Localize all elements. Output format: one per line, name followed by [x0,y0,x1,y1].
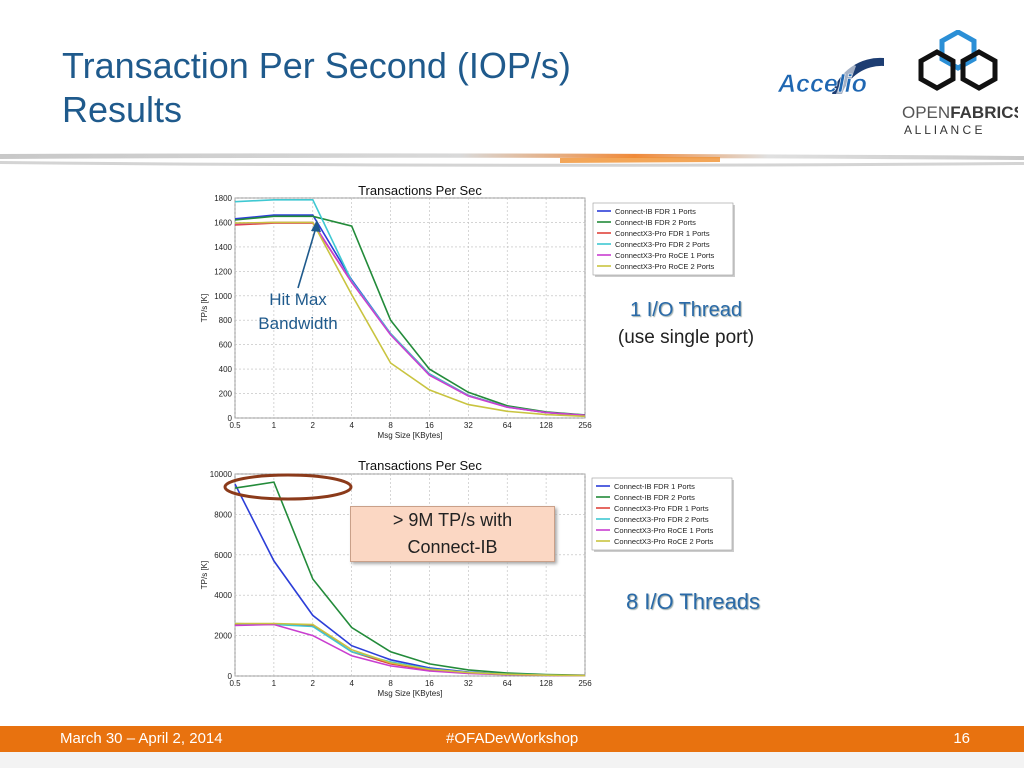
single-port-label: (use single port) [617,327,755,348]
chart-1-series-1-line [234,215,586,416]
chart-1-xtick-6: 32 [464,421,473,430]
callout-line-1: > 9M TP/s with [392,510,513,530]
chart-1-ytick-2: 400 [219,365,233,374]
chart-2-xlabel: Msg Size [KBytes] [378,689,443,698]
chart-1-xtick-5: 16 [425,421,434,430]
chart-1-xtick-7: 64 [503,421,512,430]
title-line-1: Transaction Per Second (IOP/s) [62,45,571,86]
footer-strip [0,752,1024,768]
connect-ib-callout: > 9M TP/s with Connect-IB [350,506,555,562]
chart-2-ytick-3: 6000 [214,551,232,560]
chart-2-xtick-8: 128 [539,679,553,688]
hit-max-bandwidth-note: Hit Max Bandwidth [240,288,356,336]
chart-2-ytick-2: 4000 [214,591,232,600]
accelio-logo-text: Accelio [777,70,867,98]
chart-2-legend-label-2: ConnectX3-Pro FDR 1 Ports [614,504,709,513]
chart-1-ytick-0: 0 [228,414,233,423]
chart-1-ytick-9: 1800 [214,194,232,203]
chart-2-legend-label-1: Connect-IB FDR 2 Ports [614,493,695,502]
chart-1-legend-label-5: ConnectX3-Pro RoCE 2 Ports [615,262,714,271]
highlight-circle [223,473,353,501]
chart-1-xtick-0: 0.5 [229,421,241,430]
chart-1-series-5-line [234,221,586,418]
chart-2-series-1-line [234,481,586,676]
hit-max-arrow [297,220,321,289]
chart-2-xtick-0: 0.5 [229,679,241,688]
chart-2-xtick-7: 64 [503,679,512,688]
chart-1-ytick-1: 200 [219,390,233,399]
svg-text:OPENFABRICS: OPENFABRICS [902,103,1018,122]
chart-1-xtick-4: 8 [388,421,393,430]
footer-date: March 30 – April 2, 2014 [60,730,223,747]
chart-2-legend-label-5: ConnectX3-Pro RoCE 2 Ports [614,537,713,546]
chart-2-ytick-4: 8000 [214,510,232,519]
eight-io-threads-label: 8 I/O Threads [625,589,761,614]
chart-1-ylabel: TP/s [K] [200,294,209,322]
chart-1-ytick-3: 600 [219,341,233,350]
chart-1-ytick-7: 1400 [214,243,232,252]
chart-1-ytick-6: 1200 [214,267,232,276]
chart-2-xtick-6: 32 [464,679,473,688]
chart-1-legend-label-2: ConnectX3-Pro FDR 1 Ports [615,229,710,238]
ofa-logo-fabrics: FABRICS [950,103,1018,122]
chart-2-xtick-1: 1 [272,679,277,688]
chart-2-legend-label-3: ConnectX3-Pro FDR 2 Ports [614,515,709,524]
chart-1-legend-label-4: ConnectX3-Pro RoCE 1 Ports [615,251,714,260]
chart-1-xtick-2: 2 [311,421,316,430]
ofa-logo-open: OPEN [902,103,950,122]
slide-title: Transaction Per Second (IOP/s) Results [62,44,571,132]
chart-2-ylabel: TP/s [K] [200,561,209,589]
footer-hashtag: #OFADevWorkshop [446,730,579,747]
chart-1-title: Transactions Per Sec [358,183,482,198]
chart-2-legend [591,477,733,551]
chart-1-plot-area [234,197,586,419]
chart-1-xtick-1: 1 [272,421,277,430]
ofa-logo-alliance: A L L I A N C E [904,123,983,137]
chart-2-ytick-5: 10000 [210,470,233,479]
chart-2-xtick-2: 2 [311,679,316,688]
header-divider [0,153,1024,167]
chart-1-ytick-5: 1000 [214,292,232,301]
footer-page-number: 16 [953,730,970,747]
chart-1-xtick-9: 256 [578,421,592,430]
chart-1-xtick-8: 128 [539,421,553,430]
chart-2-xtick-4: 8 [388,679,393,688]
chart-2-xtick-3: 4 [349,679,354,688]
chart-2-xtick-5: 16 [425,679,434,688]
chart-2-legend-label-4: ConnectX3-Pro RoCE 1 Ports [614,526,713,535]
chart-2-plot-area [234,473,586,677]
chart-1-xlabel: Msg Size [KBytes] [378,431,443,440]
footer-bar: March 30 – April 2, 2014 #OFADevWorkshop… [0,726,1024,752]
chart-1-legend [592,202,734,276]
chart-2-ytick-0: 0 [228,672,233,681]
hexagon-black-right-icon [960,49,998,91]
chart-2-xtick-9: 256 [578,679,592,688]
chart-2-series-5-line [235,622,586,677]
callout-line-2: Connect-IB [407,537,498,557]
chart-1-xtick-3: 4 [349,421,354,430]
accelio-logo: Accelio [777,57,884,98]
chart-2-title: Transactions Per Sec [358,458,482,473]
chart-1-legend-label-3: ConnectX3-Pro FDR 2 Ports [615,240,710,249]
hexagon-blue-icon [939,30,977,71]
hit-max-line-1: Hit Max [269,290,327,309]
chart-2-ytick-1: 2000 [214,632,232,641]
chart-2-legend-label-0: Connect-IB FDR 1 Ports [614,482,695,491]
chart-1-tps: Transactions Per Sec02004006008001000120… [200,183,735,440]
title-line-2: Results [62,89,183,130]
chart-1-ytick-8: 1600 [214,218,232,227]
hit-max-line-2: Bandwidth [258,314,338,333]
hexagon-black-left-icon [918,49,956,91]
openfabrics-logo: OPENFABRICS A L L I A N C E [902,30,1018,137]
chart-1-legend-label-0: Connect-IB FDR 1 Ports [615,207,696,216]
one-io-thread-label: 1 I/O Thread [630,299,742,321]
chart-1-legend-label-1: Connect-IB FDR 2 Ports [615,218,696,227]
chart-1-ytick-4: 800 [219,316,233,325]
